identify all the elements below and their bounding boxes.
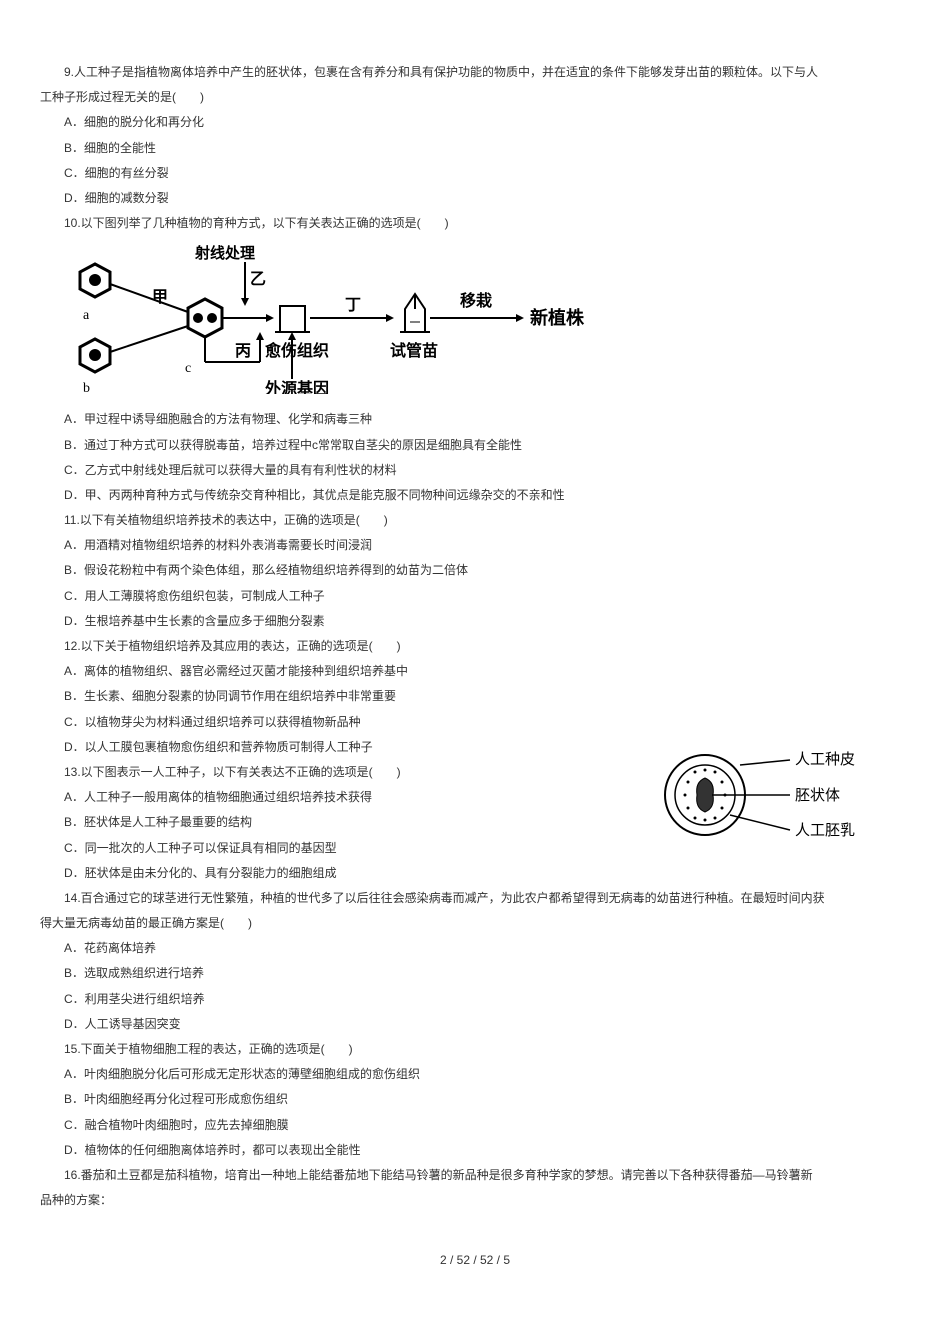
label-waiyuan: 外源基因 (264, 379, 329, 394)
page-footer: 2 / 52 / 52 / 5 (40, 1253, 910, 1267)
q10-intro: 10.以下图列举了几种植物的育种方式，以下有关表达正确的选项是( ) (40, 211, 910, 236)
q14-option-b: B．选取成熟组织进行培养 (40, 961, 910, 986)
q15-option-c: C．融合植物叶肉细胞时，应先去掉细胞膜 (40, 1113, 910, 1138)
q11-intro: 11.以下有关植物组织培养技术的表达中，正确的选项是( ) (40, 508, 910, 533)
q10-diagram: a b 甲 射线处理 乙 c 丙 愈伤组织 外源基因 (70, 244, 910, 399)
breeding-diagram-svg: a b 甲 射线处理 乙 c 丙 愈伤组织 外源基因 (70, 244, 630, 394)
q13-option-d: D．胚状体是由未分化的、具有分裂能力的细胞组成 (40, 861, 910, 886)
label-c: c (185, 361, 191, 376)
q10-option-d: D．甲、丙两种育种方式与传统杂交育种相比，其优点是能克服不同物种间远缘杂交的不亲… (40, 483, 910, 508)
q11-option-c: C．用人工薄膜将愈伤组织包装，可制成人工种子 (40, 584, 910, 609)
q11-option-a: A．用酒精对植物组织培养的材料外表消毒需要长时间浸润 (40, 533, 910, 558)
q9-intro2: 工种子形成过程无关的是( ) (40, 85, 910, 110)
q12-option-c: C．以植物芽尖为材料通过组织培养可以获得植物新品种 (40, 710, 910, 735)
label-ding: 丁 (345, 297, 361, 314)
q9-option-d: D．细胞的减数分裂 (40, 186, 910, 211)
q13-diagram: 人工种皮 胚状体 人工胚乳 (660, 740, 880, 855)
q14-option-a: A．花药离体培养 (40, 936, 910, 961)
q14-option-c: C．利用茎尖进行组织培养 (40, 987, 910, 1012)
label-yushang: 愈伤组织 (265, 341, 329, 360)
q16-intro2: 品种的方案： (40, 1188, 910, 1213)
q15-option-a: A．叶肉细胞脱分化后可形成无定形状态的薄壁细胞组成的愈伤组织 (40, 1062, 910, 1087)
q9-intro: 9.人工种子是指植物离体培养中产生的胚状体，包裹在含有养分和具有保护功能的物质中… (40, 60, 910, 85)
label-b: b (83, 381, 90, 394)
label-yizai: 移栽 (460, 291, 492, 310)
q15-intro: 15.下面关于植物细胞工程的表达，正确的选项是( ) (40, 1037, 910, 1062)
q15-option-b: B．叶肉细胞经再分化过程可形成愈伤组织 (40, 1087, 910, 1112)
label-shiguan: 试管苗 (390, 341, 438, 360)
label-jia: 甲 (152, 288, 168, 306)
q10-option-b: B．通过丁种方式可以获得脱毒苗，培养过程中c常常取自茎尖的原因是细胞具有全能性 (40, 433, 910, 458)
q15-option-d: D．植物体的任何细胞离体培养时，都可以表现出全能性 (40, 1138, 910, 1163)
label-shexian: 射线处理 (194, 244, 255, 262)
q16-intro: 16.番茄和土豆都是茄科植物，培育出一种地上能结番茄地下能结马铃薯的新品种是很多… (40, 1163, 910, 1188)
q11-option-d: D．生根培养基中生长素的含量应多于细胞分裂素 (40, 609, 910, 634)
q9-option-b: B．细胞的全能性 (40, 136, 910, 161)
q12-option-a: A．离体的植物组织、器官必需经过灭菌才能接种到组织培养基中 (40, 659, 910, 684)
seed-label-3: 人工胚乳 (795, 822, 855, 839)
q12-intro: 12.以下关于植物组织培养及其应用的表达，正确的选项是( ) (40, 634, 910, 659)
label-xinzhi: 新植株 (530, 307, 585, 328)
q10-option-a: A．甲过程中诱导细胞融合的方法有物理、化学和病毒三种 (40, 407, 910, 432)
q11-option-b: B．假设花粉粒中有两个染色体组，那么经植物组织培养得到的幼苗为二倍体 (40, 558, 910, 583)
q14-option-d: D．人工诱导基因突变 (40, 1012, 910, 1037)
q9-option-c: C．细胞的有丝分裂 (40, 161, 910, 186)
seed-diagram-svg: 人工种皮 胚状体 人工胚乳 (660, 740, 880, 850)
seed-label-1: 人工种皮 (795, 751, 855, 768)
label-bing: 丙 (235, 342, 251, 360)
seed-label-2: 胚状体 (795, 787, 840, 804)
q12-option-b: B．生长素、细胞分裂素的协同调节作用在组织培养中非常重要 (40, 684, 910, 709)
q10-option-c: C．乙方式中射线处理后就可以获得大量的具有有利性状的材料 (40, 458, 910, 483)
label-yi: 乙 (250, 271, 266, 288)
q9-option-a: A．细胞的脱分化和再分化 (40, 110, 910, 135)
label-a: a (83, 308, 90, 323)
q14-intro: 14.百合通过它的球茎进行无性繁殖，种植的世代多了以后往往会感染病毒而减产，为此… (40, 886, 910, 911)
q14-intro2: 得大量无病毒幼苗的最正确方案是( ) (40, 911, 910, 936)
